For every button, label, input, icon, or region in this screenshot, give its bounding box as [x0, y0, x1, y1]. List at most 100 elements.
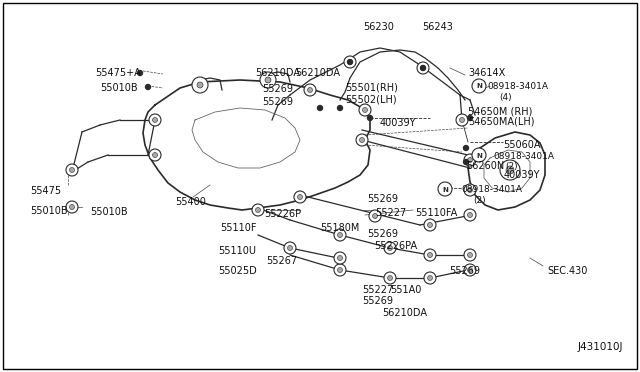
Circle shape: [463, 160, 468, 164]
Text: 55501(RH): 55501(RH): [345, 83, 398, 93]
Circle shape: [467, 253, 472, 257]
Text: 55010B: 55010B: [100, 83, 138, 93]
Text: 55226P: 55226P: [264, 209, 301, 219]
Text: 08918-3401A: 08918-3401A: [461, 185, 522, 194]
Circle shape: [294, 191, 306, 203]
Circle shape: [472, 148, 486, 162]
Circle shape: [287, 246, 292, 250]
Text: 55502(LH): 55502(LH): [345, 95, 397, 105]
Circle shape: [145, 84, 150, 90]
Circle shape: [344, 56, 356, 68]
Circle shape: [70, 205, 74, 209]
Circle shape: [337, 256, 342, 260]
Text: 55269: 55269: [367, 229, 398, 239]
Circle shape: [472, 79, 486, 93]
Circle shape: [298, 195, 303, 199]
Circle shape: [384, 242, 396, 254]
Text: 55227: 55227: [362, 285, 393, 295]
Circle shape: [334, 252, 346, 264]
Text: (4): (4): [499, 93, 511, 102]
Text: (2): (2): [505, 162, 518, 171]
Text: 55475: 55475: [30, 186, 61, 196]
Circle shape: [464, 209, 476, 221]
Circle shape: [467, 187, 472, 192]
Circle shape: [467, 267, 472, 273]
Text: 55110FA: 55110FA: [415, 208, 457, 218]
Circle shape: [260, 72, 276, 88]
Text: 55269: 55269: [367, 194, 398, 204]
Text: 34614X: 34614X: [468, 68, 505, 78]
Circle shape: [138, 71, 143, 76]
Text: 56210DA: 56210DA: [295, 68, 340, 78]
Circle shape: [255, 208, 260, 212]
Text: 56210DA: 56210DA: [382, 308, 427, 318]
Circle shape: [265, 77, 271, 83]
Text: N: N: [476, 153, 482, 158]
Circle shape: [334, 264, 346, 276]
Circle shape: [460, 118, 465, 122]
Circle shape: [252, 204, 264, 216]
Text: 56260N: 56260N: [466, 161, 504, 171]
Circle shape: [334, 229, 346, 241]
Circle shape: [266, 77, 271, 83]
Circle shape: [304, 84, 316, 96]
Circle shape: [337, 106, 342, 110]
Circle shape: [420, 65, 426, 71]
Circle shape: [467, 115, 472, 121]
Text: 55110F: 55110F: [220, 223, 257, 233]
Text: 55025D: 55025D: [218, 266, 257, 276]
Text: J431010J: J431010J: [578, 342, 623, 352]
Circle shape: [192, 77, 208, 93]
Text: 08918-3401A: 08918-3401A: [487, 82, 548, 91]
Circle shape: [360, 138, 365, 142]
Circle shape: [337, 267, 342, 273]
Text: 55110U: 55110U: [218, 246, 256, 256]
Circle shape: [467, 212, 472, 218]
Circle shape: [424, 272, 436, 284]
Text: N: N: [476, 83, 482, 90]
Circle shape: [428, 276, 433, 280]
Text: 55269: 55269: [449, 266, 480, 276]
Circle shape: [445, 189, 451, 195]
Circle shape: [194, 79, 206, 91]
Circle shape: [428, 253, 433, 257]
Circle shape: [456, 114, 468, 126]
Circle shape: [348, 60, 353, 64]
Text: N: N: [442, 186, 448, 192]
Circle shape: [70, 167, 74, 173]
Text: 40039Y: 40039Y: [380, 118, 417, 128]
Circle shape: [284, 242, 296, 254]
Circle shape: [197, 82, 203, 88]
Text: 551A0: 551A0: [390, 285, 421, 295]
Circle shape: [506, 166, 514, 174]
Circle shape: [317, 106, 323, 110]
Circle shape: [262, 74, 274, 86]
Circle shape: [424, 219, 436, 231]
Text: 55269: 55269: [362, 296, 393, 306]
Circle shape: [362, 108, 367, 112]
Text: 40039Y: 40039Y: [504, 170, 541, 180]
Circle shape: [66, 201, 78, 213]
Circle shape: [428, 222, 433, 228]
Circle shape: [66, 164, 78, 176]
Circle shape: [464, 184, 476, 196]
Circle shape: [198, 83, 202, 87]
Circle shape: [372, 214, 378, 218]
Circle shape: [467, 157, 472, 163]
Circle shape: [424, 249, 436, 261]
Text: 55475+A: 55475+A: [95, 68, 141, 78]
Circle shape: [438, 182, 452, 196]
Circle shape: [387, 246, 392, 250]
Text: 55060A: 55060A: [503, 140, 541, 150]
Circle shape: [369, 210, 381, 222]
Text: (2): (2): [473, 196, 486, 205]
Circle shape: [500, 160, 520, 180]
Circle shape: [420, 65, 426, 71]
Circle shape: [464, 154, 476, 166]
Circle shape: [384, 272, 396, 284]
Text: SEC.430: SEC.430: [547, 266, 588, 276]
Circle shape: [504, 164, 516, 176]
Circle shape: [149, 114, 161, 126]
Text: 56210DA: 56210DA: [255, 68, 300, 78]
Text: 56230: 56230: [363, 22, 394, 32]
